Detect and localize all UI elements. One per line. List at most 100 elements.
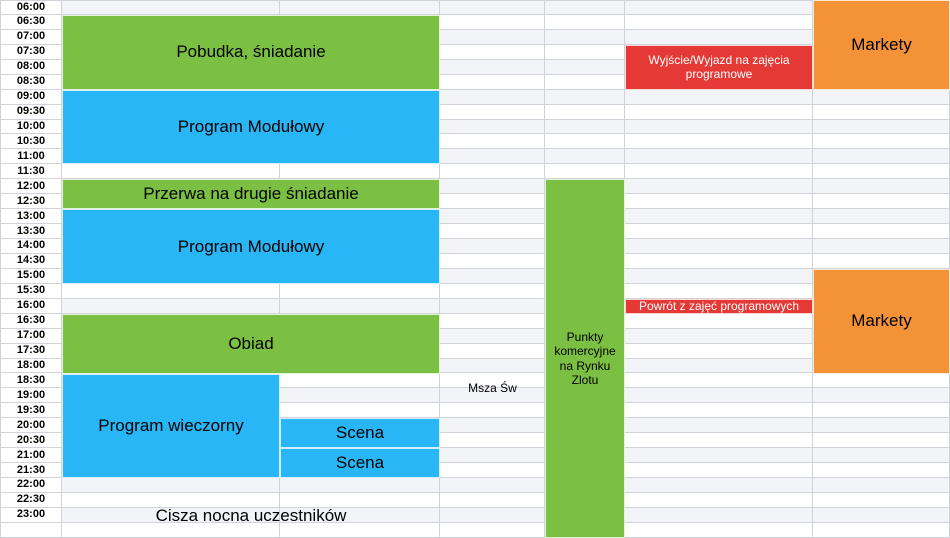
grid-cell [440,45,545,60]
grid-cell [545,45,625,60]
grid-cell [440,60,545,75]
grid-cell [625,403,813,418]
time-label: 07:00 [0,30,62,45]
time-label: 23:00 [0,508,62,523]
grid-cell [62,284,280,299]
time-label: 20:30 [0,433,62,448]
event-pobudka[interactable]: Pobudka, śniadanie [62,15,440,90]
grid-cell [625,239,813,254]
grid-cell [625,388,813,403]
grid-cell [440,299,545,314]
grid-cell [280,388,440,403]
grid-cell [625,164,813,179]
grid-cell [545,90,625,105]
time-label: 19:30 [0,403,62,418]
time-label: 14:30 [0,254,62,269]
grid-cell [625,254,813,269]
event-wieczorny[interactable]: Program wieczorny [62,374,280,479]
grid-cell [625,0,813,15]
grid-cell [440,239,545,254]
grid-cell [813,448,950,463]
grid-cell [625,329,813,344]
grid-cell [545,15,625,30]
grid-cell [440,179,545,194]
grid-cell [280,284,440,299]
grid-cell [625,269,813,284]
event-markety1[interactable]: Markety [813,0,950,90]
grid-cell [625,344,813,359]
grid-cell [625,373,813,388]
grid-cell [813,224,950,239]
grid-cell [625,493,813,508]
time-label: 10:30 [0,134,62,149]
event-scena2[interactable]: Scena [280,448,440,478]
time-label: 15:30 [0,284,62,299]
time-label: 11:00 [0,149,62,164]
time-label: 13:30 [0,224,62,239]
event-scena1[interactable]: Scena [280,418,440,448]
grid-cell [625,508,813,523]
grid-cell [440,478,545,493]
grid-cell [440,75,545,90]
time-label: 16:00 [0,299,62,314]
grid-cell [625,179,813,194]
event-markety2[interactable]: Markety [813,269,950,374]
event-obiad[interactable]: Obiad [62,314,440,374]
grid-cell [440,523,545,538]
time-label: 22:30 [0,493,62,508]
time-label: 13:00 [0,209,62,224]
grid-cell [440,0,545,15]
event-wyjscie[interactable]: Wyjście/Wyjazd na zajęcia programowe [625,45,813,90]
grid-cell [625,105,813,120]
event-program1[interactable]: Program Modułowy [62,90,440,165]
time-label: 12:00 [0,179,62,194]
event-powrot[interactable]: Powrót z zajęć programowych [625,299,813,314]
grid-cell [813,239,950,254]
grid-cell [440,134,545,149]
event-cisza[interactable]: Cisza nocna uczestników [62,493,440,538]
grid-cell [813,463,950,478]
grid-cell [813,523,950,538]
event-punkty[interactable]: Punkty komercyjne na Rynku Zlotu [545,179,625,538]
grid-cell [440,269,545,284]
event-mszasw[interactable]: Msza Św [440,374,545,404]
grid-cell [625,433,813,448]
time-label: 18:30 [0,373,62,388]
event-program2[interactable]: Program Modułowy [62,209,440,284]
grid-cell [625,523,813,538]
grid-cell [625,284,813,299]
time-label: 20:00 [0,418,62,433]
time-label: 21:30 [0,463,62,478]
grid-cell [625,15,813,30]
time-label: 18:00 [0,359,62,374]
grid-cell [545,30,625,45]
grid-cell [625,149,813,164]
grid-cell [440,120,545,135]
grid-cell [440,344,545,359]
grid-cell [813,164,950,179]
grid-cell [625,224,813,239]
grid-cell [440,284,545,299]
grid-cell [625,194,813,209]
grid-cell [440,403,545,418]
time-label: 22:00 [0,478,62,493]
grid-cell [440,105,545,120]
event-przerwa[interactable]: Przerwa na drugie śniadanie [62,179,440,209]
grid-cell [813,388,950,403]
time-label: 15:00 [0,269,62,284]
grid-cell [62,299,280,314]
grid-cell [813,508,950,523]
time-label: 06:00 [0,0,62,15]
grid-cell [440,463,545,478]
grid-cell [625,478,813,493]
grid-row: 06:00 [0,0,950,15]
time-label: 19:00 [0,388,62,403]
time-label: 10:00 [0,120,62,135]
grid-cell [813,403,950,418]
grid-cell [440,418,545,433]
grid-cell [440,209,545,224]
grid-cell [280,478,440,493]
grid-cell [545,75,625,90]
grid-row: 22:00 [0,478,950,493]
grid-cell [440,329,545,344]
